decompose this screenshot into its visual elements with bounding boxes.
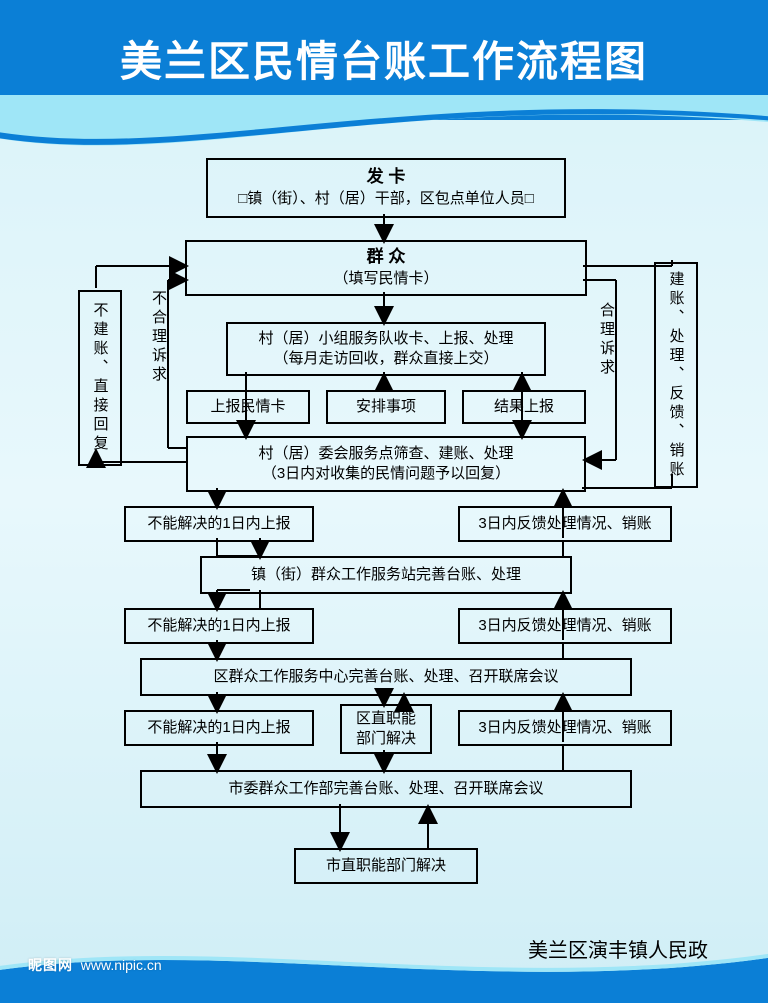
footer-org: 美兰区演丰镇人民政 [528, 934, 708, 963]
watermark-url: www.nipic.cn [81, 957, 162, 973]
connectors [0, 0, 768, 993]
flowchart-canvas: 发 卡 □镇（街）、村（居）干部，区包点单位人员□ 群 众 （填写民情卡） 村（… [0, 0, 768, 993]
watermark-brand: 昵图网 [28, 957, 73, 973]
watermark: 昵图网 www.nipic.cn [28, 955, 162, 975]
